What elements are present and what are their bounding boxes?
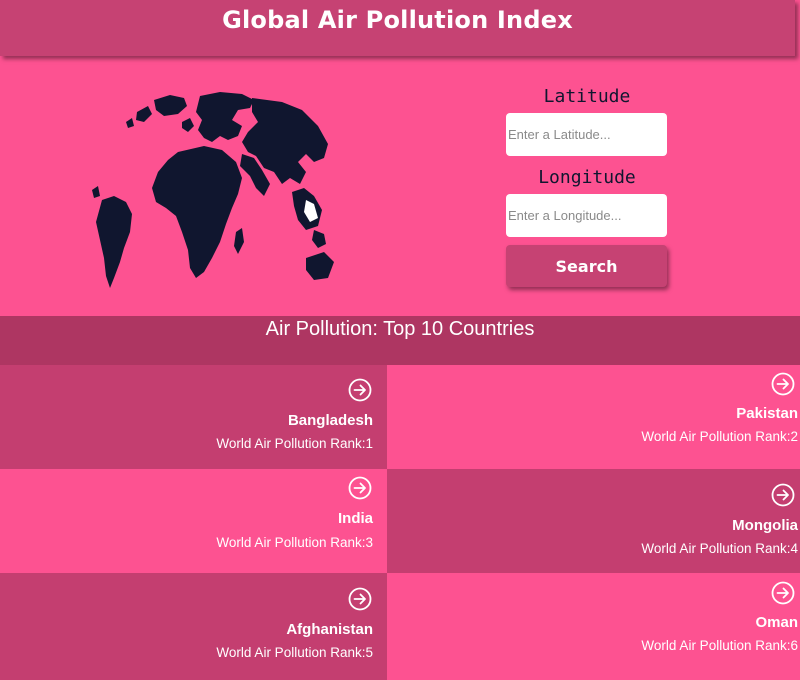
globe-icon xyxy=(92,92,334,288)
country-card-india[interactable]: India World Air Pollution Rank:3 xyxy=(0,469,387,573)
longitude-label: Longitude xyxy=(538,167,636,188)
top-countries-header: Air Pollution: Top 10 Countries xyxy=(0,316,800,365)
coordinate-search-form: Latitude Longitude Search xyxy=(506,86,670,287)
app-header: Global Air Pollution Index xyxy=(0,0,795,56)
country-name: Afghanistan xyxy=(286,621,373,638)
arrow-right-circle-icon[interactable] xyxy=(348,378,372,402)
country-rank: World Air Pollution Rank:4 xyxy=(641,541,798,556)
country-rank: World Air Pollution Rank:5 xyxy=(216,645,373,660)
arrow-right-circle-icon[interactable] xyxy=(348,587,372,611)
country-card-afghanistan[interactable]: Afghanistan World Air Pollution Rank:5 xyxy=(0,573,387,680)
country-rank: World Air Pollution Rank:6 xyxy=(641,638,798,653)
country-card-oman[interactable]: Oman World Air Pollution Rank:6 xyxy=(387,573,800,680)
country-name: Pakistan xyxy=(736,405,798,422)
country-grid: Bangladesh World Air Pollution Rank:1 Pa… xyxy=(0,365,800,680)
section-title: Air Pollution: Top 10 Countries xyxy=(265,318,535,340)
country-name: Mongolia xyxy=(732,517,798,534)
country-rank: World Air Pollution Rank:1 xyxy=(216,436,373,451)
arrow-right-circle-icon[interactable] xyxy=(771,483,795,507)
country-card-bangladesh[interactable]: Bangladesh World Air Pollution Rank:1 xyxy=(0,365,387,469)
country-name: Oman xyxy=(755,614,798,631)
page-title: Global Air Pollution Index xyxy=(222,6,573,34)
country-card-pakistan[interactable]: Pakistan World Air Pollution Rank:2 xyxy=(387,365,800,469)
country-name: India xyxy=(337,510,373,527)
country-rank: World Air Pollution Rank:2 xyxy=(641,429,798,444)
latitude-input[interactable] xyxy=(506,113,667,156)
latitude-label: Latitude xyxy=(543,86,631,107)
arrow-right-circle-icon[interactable] xyxy=(771,372,795,396)
hero-section: Latitude Longitude Search xyxy=(0,56,800,316)
search-button[interactable]: Search xyxy=(506,245,667,287)
country-rank: World Air Pollution Rank:3 xyxy=(216,535,373,550)
country-name: Bangladesh xyxy=(287,412,373,429)
arrow-right-circle-icon[interactable] xyxy=(771,581,795,605)
arrow-right-circle-icon[interactable] xyxy=(348,476,372,500)
country-card-mongolia[interactable]: Mongolia World Air Pollution Rank:4 xyxy=(387,469,800,573)
longitude-input[interactable] xyxy=(506,194,667,237)
